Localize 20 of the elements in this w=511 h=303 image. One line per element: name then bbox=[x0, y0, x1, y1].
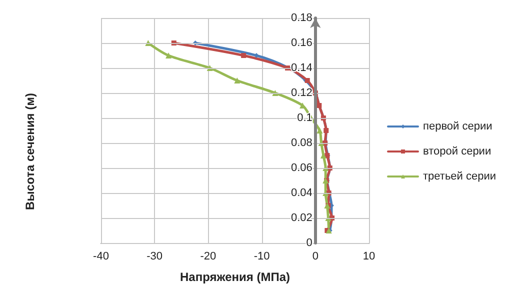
legend-label: первой серии bbox=[423, 120, 492, 132]
x-tick-label: -40 bbox=[93, 250, 109, 262]
y-tick-label: 0.04 bbox=[290, 187, 312, 199]
y-tick-label: 0.06 bbox=[290, 162, 312, 174]
y-tick-label: 0.16 bbox=[290, 37, 312, 49]
y-tick-label: 0.12 bbox=[290, 87, 312, 99]
y-tick-label: 0.18 bbox=[290, 12, 312, 24]
y-tick-label: 0.1 bbox=[297, 112, 312, 124]
x-tick-label: -10 bbox=[254, 250, 270, 262]
legend-label: третьей серии bbox=[423, 170, 496, 182]
y-tick-label: 0.02 bbox=[290, 212, 312, 224]
x-tick-label: -30 bbox=[146, 250, 163, 262]
y-tick-label: 0.08 bbox=[290, 137, 312, 149]
x-axis-title: Напряжения (МПа) bbox=[180, 270, 290, 284]
y-tick-label: 0 bbox=[306, 237, 312, 249]
legend-label: второй серии bbox=[423, 146, 492, 158]
y-tick-label: 0.14 bbox=[290, 62, 312, 74]
x-tick-label: 10 bbox=[362, 250, 376, 262]
y-axis-title: Высота сечения (м) bbox=[23, 92, 37, 210]
x-tick-label: -20 bbox=[200, 250, 216, 262]
